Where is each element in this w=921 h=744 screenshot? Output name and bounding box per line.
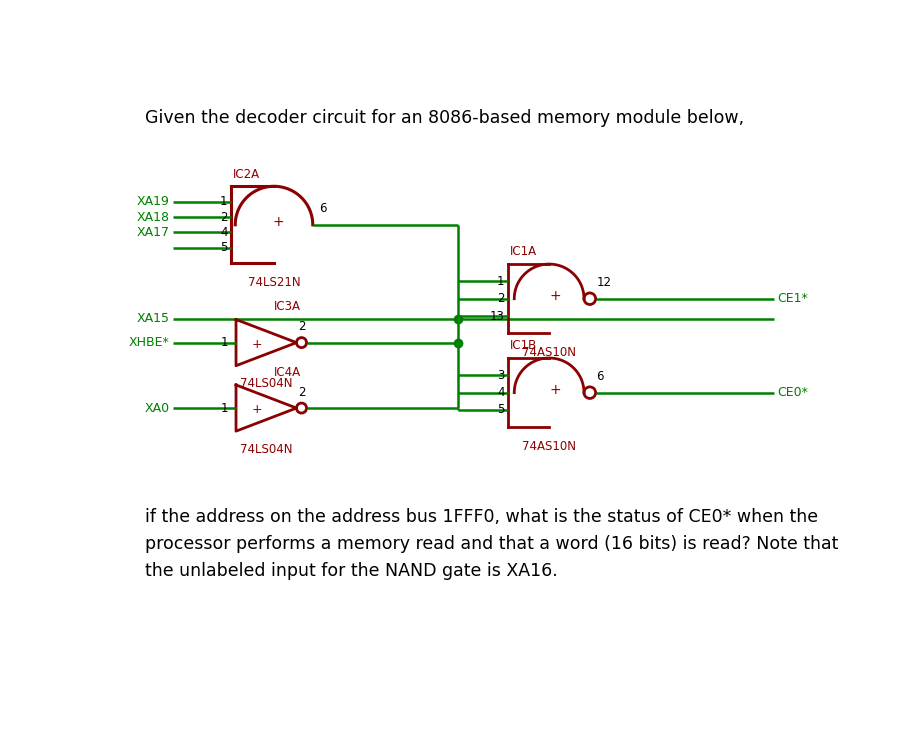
Text: 74LS04N: 74LS04N <box>240 377 293 391</box>
Text: 2: 2 <box>298 386 306 399</box>
Text: 4: 4 <box>220 226 227 239</box>
Text: 1: 1 <box>497 275 505 288</box>
Text: 1: 1 <box>221 336 228 349</box>
Text: +: + <box>251 338 262 350</box>
Text: XA0: XA0 <box>145 402 169 414</box>
Text: IC1B: IC1B <box>510 339 537 352</box>
Text: XA19: XA19 <box>136 195 169 208</box>
Text: 6: 6 <box>597 370 604 382</box>
Text: if the address on the address bus 1FFF0, what is the status of CE0* when the
pro: if the address on the address bus 1FFF0,… <box>145 508 838 580</box>
Text: IC4A: IC4A <box>274 366 301 379</box>
Text: CE0*: CE0* <box>777 386 809 400</box>
Text: 12: 12 <box>597 276 612 289</box>
Text: 5: 5 <box>497 403 505 417</box>
Text: 74AS10N: 74AS10N <box>522 346 577 359</box>
Text: 13: 13 <box>490 310 505 323</box>
Text: 2: 2 <box>298 321 306 333</box>
Text: 5: 5 <box>220 241 227 254</box>
Text: XA18: XA18 <box>136 211 169 224</box>
Text: Given the decoder circuit for an 8086-based memory module below,: Given the decoder circuit for an 8086-ba… <box>145 109 743 127</box>
Text: +: + <box>251 403 262 416</box>
Text: IC1A: IC1A <box>510 245 537 258</box>
Text: +: + <box>272 215 284 228</box>
Text: 2: 2 <box>220 211 227 224</box>
Text: 2: 2 <box>497 292 505 305</box>
Text: 1: 1 <box>221 402 228 414</box>
Text: XHBE*: XHBE* <box>129 336 169 349</box>
Text: +: + <box>550 289 561 303</box>
Text: 1: 1 <box>220 195 227 208</box>
Text: 3: 3 <box>497 369 505 382</box>
Text: 6: 6 <box>319 202 326 215</box>
Text: XA17: XA17 <box>136 226 169 239</box>
Text: 74LS21N: 74LS21N <box>248 275 300 289</box>
Text: 74AS10N: 74AS10N <box>522 440 577 452</box>
Text: IC3A: IC3A <box>274 301 301 313</box>
Text: 74LS04N: 74LS04N <box>240 443 293 456</box>
Text: XA15: XA15 <box>136 312 169 325</box>
Text: 4: 4 <box>497 386 505 400</box>
Text: IC2A: IC2A <box>233 168 260 181</box>
Text: CE1*: CE1* <box>777 292 809 305</box>
Text: +: + <box>550 382 561 397</box>
